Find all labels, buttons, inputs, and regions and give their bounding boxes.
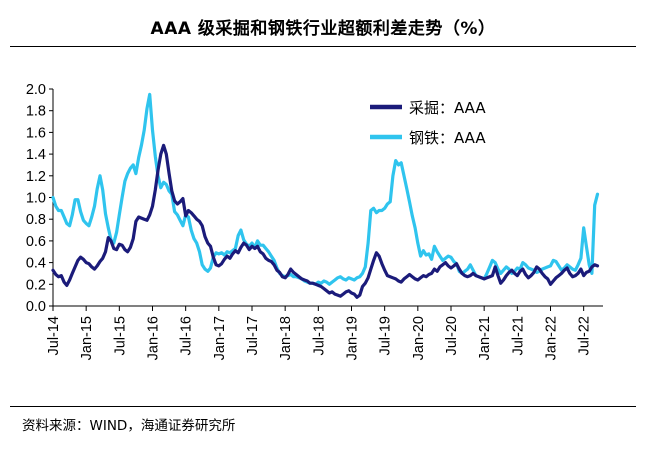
x-tick-label: Jul-15 — [112, 316, 128, 356]
y-tick-label: 1.6 — [26, 125, 46, 141]
x-tick-label: Jul-19 — [378, 316, 394, 356]
x-tick-label: Jul-20 — [444, 316, 460, 356]
y-tick-label: 2.0 — [26, 82, 46, 98]
x-tick-label: Jul-14 — [46, 316, 62, 356]
footer-divider — [10, 406, 636, 407]
series-layer — [51, 92, 600, 299]
series-line-mining — [51, 143, 600, 299]
y-tick-label: 0.2 — [26, 277, 46, 293]
series-line-steel — [51, 92, 600, 286]
x-axis: Jul-14 Jan-15 Jul-15 Jan-16 Jul-16 Jan-17 Jul-… — [46, 305, 603, 360]
legend-label-steel: 钢铁：AAA — [409, 129, 486, 147]
x-tick-label: Jul-17 — [245, 316, 261, 356]
x-tick-label: Jan-20 — [411, 316, 427, 360]
x-tick-label: Jan-15 — [79, 316, 95, 360]
legend: 采掘：AAA 钢铁：AAA — [370, 99, 486, 147]
x-tick-label: Jan-17 — [212, 316, 228, 360]
x-tick-label: Jul-22 — [577, 316, 593, 356]
chart-title: AAA 级采掘和钢铁行业超额利差走势（%） — [150, 19, 496, 39]
x-tick-label: Jul-21 — [510, 316, 526, 356]
y-tick-label: 0.8 — [26, 212, 46, 228]
y-tick-label: 0.0 — [26, 299, 46, 315]
y-tick-label: 1.8 — [26, 104, 46, 120]
y-tick-label: 1.0 — [26, 191, 46, 207]
source-note: 资料来源：WIND，海通证券研究所 — [22, 418, 236, 434]
x-tick-label: Jan-19 — [344, 316, 360, 360]
y-tick-label: 0.4 — [26, 256, 46, 272]
x-tick-label: Jul-18 — [311, 316, 327, 356]
x-tick-label: Jan-21 — [477, 316, 493, 360]
y-tick-label: 1.4 — [26, 147, 46, 163]
y-tick-label: 1.2 — [26, 169, 46, 185]
y-axis: 0.0 0.2 0.4 0.6 0.8 1.0 1.2 1.4 1.6 1.8 2.0 — [26, 82, 54, 315]
x-tick-label: Jul-16 — [179, 316, 195, 356]
legend-label-mining: 采掘：AAA — [409, 99, 486, 117]
x-tick-label: Jan-22 — [543, 316, 559, 360]
x-tick-label: Jan-16 — [145, 316, 161, 360]
title-divider — [10, 46, 636, 47]
x-tick-label: Jan-18 — [278, 316, 294, 360]
y-tick-label: 0.6 — [26, 234, 46, 250]
